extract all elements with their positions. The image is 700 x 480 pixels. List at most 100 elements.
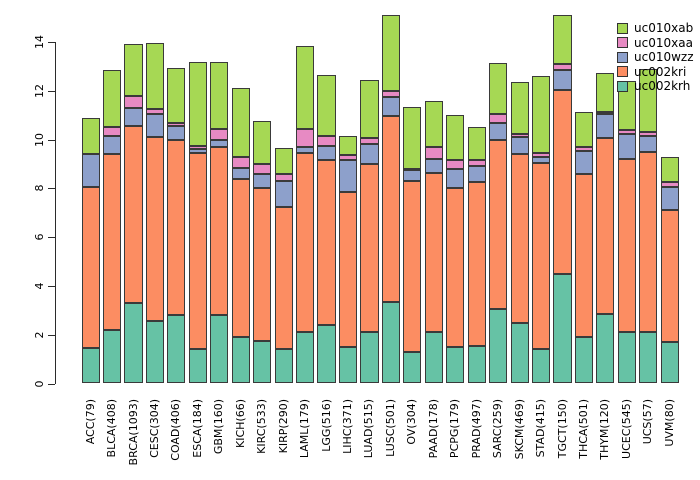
bar-segment-uc002kri: [381, 116, 400, 302]
y-axis-tick: [48, 383, 55, 385]
bar-segment-uc010wzz: [596, 113, 615, 139]
bar-segment-uc002krh: [403, 351, 422, 384]
bar-segment-uc010xaa: [360, 138, 379, 145]
bar-segment-uc010xab: [660, 156, 679, 183]
bar-segment-uc010xaa: [296, 128, 315, 147]
bar-segment-uc010xaa: [253, 163, 272, 174]
bar-segment-uc010wzz: [167, 126, 186, 140]
bar-segment-uc002kri: [360, 163, 379, 333]
bar-segment-uc002kri: [296, 153, 315, 333]
bar-segment-uc010xab: [145, 43, 165, 110]
bar-segment-uc010xab: [231, 88, 250, 157]
bar-segment-uc002krh: [596, 313, 615, 384]
legend-color-swatch-icon: [617, 37, 628, 49]
y-axis-tick-label: 10: [33, 132, 46, 147]
bar-segment-uc010xaa: [338, 155, 358, 161]
bar-segment-uc002krh: [574, 337, 594, 384]
x-axis-label: GBM(160): [212, 399, 226, 455]
bar-segment-uc010xaa: [102, 127, 122, 136]
legend-color-swatch-icon: [617, 66, 628, 78]
bar-segment-uc010wzz: [424, 159, 443, 173]
bar-segment-uc010wzz: [102, 135, 122, 155]
bar-segment-uc010xaa: [403, 168, 422, 171]
bar-segment-uc002kri: [531, 162, 551, 350]
bar-segment-uc002krh: [210, 315, 229, 384]
bar-segment-uc002krh: [424, 332, 443, 384]
x-axis-label: THCA(501): [576, 399, 590, 459]
bar-segment-uc010xaa: [510, 133, 529, 138]
x-axis-label: THYM(120): [598, 399, 612, 460]
bar-segment-uc010xaa: [574, 146, 594, 151]
bar-segment-uc002kri: [639, 151, 658, 333]
bar-segment-uc010xab: [424, 100, 443, 147]
x-axis-label: CESC(304): [147, 399, 161, 458]
bar-segment-uc002kri: [253, 188, 272, 341]
bar-segment-uc002kri: [403, 181, 422, 352]
bar-segment-uc002krh: [553, 273, 572, 384]
bar-segment-uc010xab: [102, 70, 122, 128]
bar-segment-uc002kri: [274, 206, 293, 350]
x-axis-label: PRAD(497): [469, 399, 483, 459]
x-axis-label: BLCA(408): [105, 399, 119, 458]
y-axis-tick: [48, 139, 55, 141]
bar-segment-uc002kri: [231, 178, 250, 338]
bar-segment-uc002kri: [317, 160, 336, 325]
x-axis-label: LUAD(515): [362, 399, 376, 459]
bar-segment-uc010xab: [210, 61, 229, 129]
bar-segment-uc002kri: [210, 146, 229, 316]
x-axis-label: UCEC(545): [619, 399, 633, 459]
bar-segment-uc010wzz: [274, 181, 293, 207]
bar-segment-uc010wzz: [660, 187, 679, 211]
bar-segment-uc010wzz: [574, 150, 594, 174]
bar-segment-uc002krh: [317, 324, 336, 384]
bar-segment-uc002krh: [510, 322, 529, 384]
bar-segment-uc002krh: [531, 349, 551, 384]
bar-segment-uc010xaa: [145, 109, 165, 114]
y-axis-tick-label: 4: [33, 282, 46, 290]
legend-item: uc010xab: [617, 21, 694, 36]
bar-segment-uc002krh: [274, 349, 293, 384]
bar-segment-uc002krh: [489, 309, 508, 384]
bar-segment-uc010xaa: [446, 160, 465, 169]
bar-segment-uc010xab: [360, 79, 379, 139]
legend-item: uc010xaa: [617, 36, 694, 51]
x-axis-label: KIRC(533): [255, 399, 269, 454]
bar-segment-uc010xaa: [553, 63, 572, 71]
legend-label: uc010xab: [634, 21, 694, 36]
y-axis-tick: [48, 90, 55, 92]
bar-segment-uc002kri: [467, 182, 486, 346]
bar-segment-uc002kri: [660, 210, 679, 343]
bar-segment-uc010xaa: [596, 111, 615, 114]
bar-segment-uc010xaa: [639, 132, 658, 136]
bar-segment-uc010xab: [188, 61, 207, 146]
bar-segment-uc010xaa: [467, 160, 486, 167]
bar-segment-uc010xab: [253, 121, 272, 164]
legend-color-swatch-icon: [617, 51, 628, 63]
bar-segment-uc002kri: [167, 139, 186, 316]
bar-segment-uc010xab: [531, 76, 551, 153]
bar-segment-uc010wzz: [553, 70, 572, 90]
bar-segment-uc010wzz: [317, 145, 336, 161]
bar-segment-uc002krh: [381, 301, 400, 384]
y-axis-tick: [48, 188, 55, 190]
x-axis-label: PAAD(178): [426, 399, 440, 459]
bar-segment-uc010xaa: [617, 129, 636, 134]
bar-segment-uc010wzz: [489, 122, 508, 140]
y-axis-tick-label: 8: [33, 184, 46, 192]
bar-segment-uc002kri: [553, 89, 572, 274]
bar-segment-uc010xab: [81, 117, 100, 155]
x-axis-label: ESCA(184): [190, 399, 204, 458]
bar-segment-uc002kri: [446, 188, 465, 347]
bar-segment-uc010xaa: [167, 122, 186, 127]
x-axis-label: STAD(415): [534, 399, 548, 458]
bar-segment-uc010xab: [124, 44, 143, 96]
bar-segment-uc010xab: [639, 68, 658, 133]
bar-segment-uc010xaa: [188, 145, 207, 150]
x-axis-label: KIRP(290): [276, 399, 290, 454]
bar-segment-uc010xaa: [531, 153, 551, 157]
bar-segment-uc010wzz: [510, 137, 529, 155]
legend-label: uc010wzz: [634, 50, 694, 65]
legend-color-swatch-icon: [617, 80, 628, 92]
bar-segment-uc002krh: [338, 346, 358, 384]
x-axis-label: LGG(516): [319, 399, 333, 452]
